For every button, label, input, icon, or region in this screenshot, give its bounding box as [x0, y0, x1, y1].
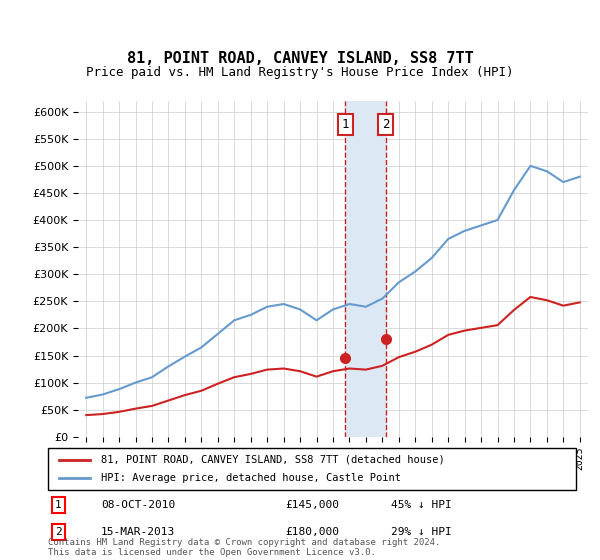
Bar	[346, 101, 386, 437]
Text: 2: 2	[382, 118, 389, 131]
Text: £180,000: £180,000	[286, 527, 340, 537]
Text: 29% ↓ HPI: 29% ↓ HPI	[391, 527, 452, 537]
Text: HPI: Average price, detached house, Castle Point: HPI: Average price, detached house, Cast…	[101, 473, 401, 483]
Text: 2: 2	[55, 527, 62, 537]
FancyBboxPatch shape	[48, 448, 576, 490]
Text: Contains HM Land Registry data © Crown copyright and database right 2024.
This d: Contains HM Land Registry data © Crown c…	[48, 538, 440, 557]
Text: 15-MAR-2013: 15-MAR-2013	[101, 527, 175, 537]
Text: £145,000: £145,000	[286, 500, 340, 510]
Text: 1: 1	[55, 500, 62, 510]
Text: 1: 1	[341, 118, 349, 131]
Text: 08-OCT-2010: 08-OCT-2010	[101, 500, 175, 510]
Text: 81, POINT ROAD, CANVEY ISLAND, SS8 7TT (detached house): 81, POINT ROAD, CANVEY ISLAND, SS8 7TT (…	[101, 455, 445, 465]
Text: 81, POINT ROAD, CANVEY ISLAND, SS8 7TT: 81, POINT ROAD, CANVEY ISLAND, SS8 7TT	[127, 52, 473, 66]
Text: 45% ↓ HPI: 45% ↓ HPI	[391, 500, 452, 510]
Text: Price paid vs. HM Land Registry's House Price Index (HPI): Price paid vs. HM Land Registry's House …	[86, 66, 514, 80]
